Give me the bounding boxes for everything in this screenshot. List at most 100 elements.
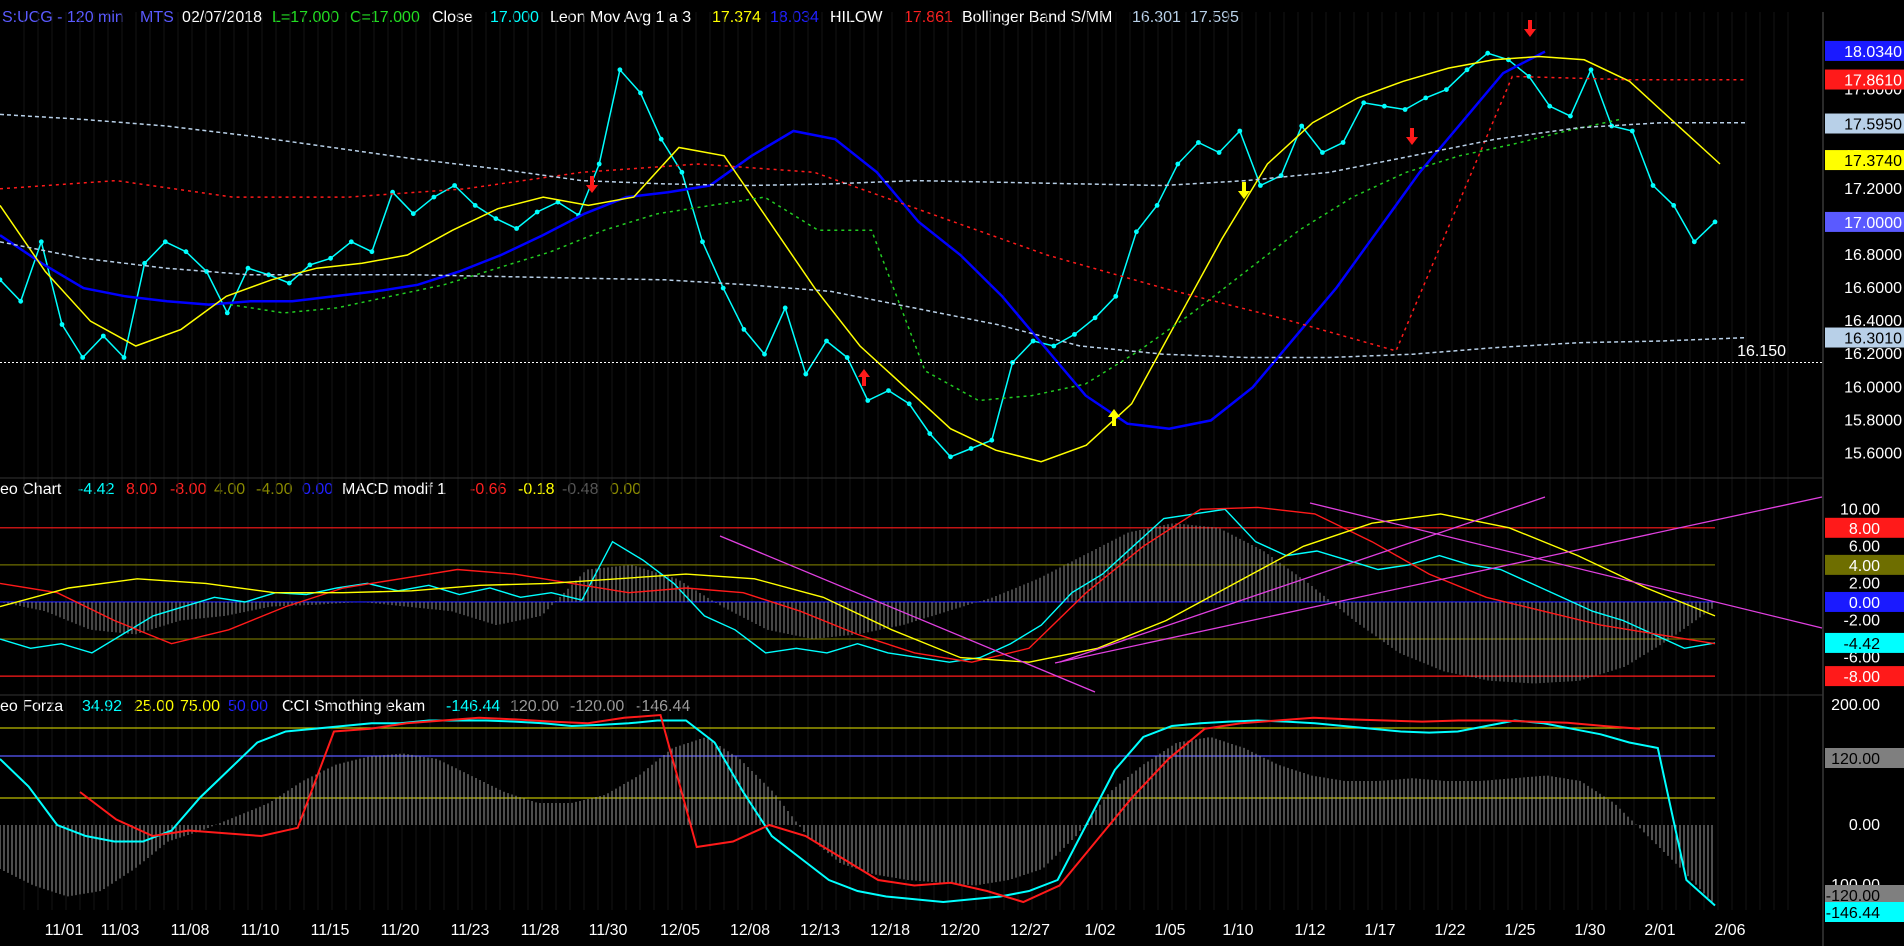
svg-text:0.00: 0.00 — [1849, 595, 1880, 612]
time-axis: 11/01 11/03 11/08 11/10 11/15 11/20 11/23 11/28… — [45, 922, 1746, 939]
cci-badge: 120.00 — [1825, 748, 1904, 768]
price-series-close — [0, 52, 1716, 458]
x-axis-label: 1/22 — [1434, 922, 1465, 939]
trendline[interactable] — [1309, 502, 1823, 629]
price-badge: 17.3740 — [1825, 150, 1904, 171]
close-point — [1216, 150, 1222, 155]
cci-tick: 0.00 — [1849, 817, 1880, 834]
close-point — [1712, 219, 1718, 225]
macd-name: MACD modif 1 — [342, 481, 446, 498]
indicator1-value-5: -4.00 — [256, 481, 293, 498]
bollinger-label: Bollinger Band S/MM — [962, 9, 1112, 26]
close-point — [1154, 203, 1160, 208]
close-point — [968, 446, 974, 451]
close-point — [1423, 95, 1429, 101]
macd-badge: -4.42 — [1825, 632, 1904, 653]
macd-scale[interactable]: 10.00 6.00 2.00 -2.00 -6.00 8.00 4.00 0.00 -4.42… — [1825, 501, 1904, 687]
close-point — [142, 260, 148, 266]
close-point — [906, 401, 912, 407]
source-label: MTS — [140, 9, 174, 26]
cci-name: CCI Smothing ekam — [282, 698, 425, 715]
mavg-value-1: 17.374 — [712, 9, 761, 26]
x-axis-label: 11/03 — [101, 922, 140, 939]
hilow-label: HILOW — [830, 9, 883, 26]
close-point — [183, 249, 189, 255]
close-point — [1526, 74, 1532, 79]
close-point — [617, 67, 623, 73]
close-point — [1237, 128, 1243, 134]
close-point — [431, 194, 437, 200]
close-point — [700, 239, 705, 245]
svg-text:16.3010: 16.3010 — [1844, 331, 1902, 348]
close-point — [658, 136, 664, 142]
close-point — [1361, 100, 1367, 106]
x-axis-label: 12/18 — [870, 922, 910, 939]
price-badge: 17.0000 — [1825, 211, 1904, 232]
svg-text:120.00: 120.00 — [1831, 751, 1880, 768]
svg-text:-120.00: -120.00 — [1826, 888, 1880, 905]
price-series-leon-mov-avg-1-a-3 — [0, 50, 1546, 430]
close-point — [1299, 123, 1305, 129]
trendline[interactable] — [1054, 496, 1823, 664]
price-tick: 15.8000 — [1844, 412, 1902, 429]
x-axis-label: 11/01 — [45, 922, 84, 939]
price-badge: 18.0340 — [1825, 40, 1904, 61]
cci-panel[interactable] — [0, 713, 1716, 907]
x-axis-label: 11/10 — [241, 922, 280, 939]
close-point — [1444, 87, 1449, 92]
close-point — [1175, 161, 1181, 167]
close-point — [307, 262, 313, 268]
close-point — [1464, 67, 1470, 73]
x-axis-label: 12/27 — [1010, 922, 1050, 939]
close-point — [18, 298, 24, 304]
svg-text:-4.42: -4.42 — [1844, 636, 1881, 653]
close-point — [245, 265, 251, 271]
close-point — [59, 322, 65, 327]
close-point — [844, 355, 850, 360]
svg-text:18.0340: 18.0340 — [1844, 44, 1902, 61]
mavg-value-2: 18.034 — [770, 9, 819, 26]
close-point — [328, 255, 333, 261]
price-tick: 16.2000 — [1844, 346, 1902, 363]
close-point — [803, 371, 809, 377]
close-point — [948, 454, 953, 460]
price-level-marker: 16.150 — [1737, 343, 1786, 360]
x-axis-label: 1/05 — [1154, 922, 1185, 939]
close-point — [1568, 113, 1573, 119]
arrow-down-marker — [1524, 20, 1536, 37]
close-point — [927, 431, 933, 436]
indicator2-value-2: 25.00 — [134, 698, 174, 715]
arrow-up-marker — [858, 369, 870, 386]
cci-scale[interactable]: 200.00100.000.00-100.00120.00-120.00-146… — [1825, 697, 1904, 922]
x-axis-label: 11/15 — [311, 922, 350, 939]
close-point — [638, 90, 643, 96]
price-tick: 16.6000 — [1844, 280, 1902, 297]
indicator1-value-4: 4.00 — [214, 481, 245, 498]
x-axis-label: 12/20 — [940, 922, 980, 939]
cci-header: eo Forza 34.92 25.00 75.00 50.00 CCI Smo… — [0, 698, 690, 715]
arrow-up-marker — [1108, 409, 1120, 426]
svg-text:-146.44: -146.44 — [1826, 905, 1880, 922]
svg-text:17.3740: 17.3740 — [1844, 153, 1902, 170]
close-point — [1402, 107, 1408, 112]
close-label: Close — [432, 9, 473, 26]
x-axis-label: 11/20 — [381, 922, 420, 939]
price-tick: 15.6000 — [1844, 445, 1902, 462]
macd-tick: -2.00 — [1844, 612, 1881, 629]
close-point — [472, 203, 478, 208]
price-panel[interactable] — [0, 20, 1823, 463]
vertical-gridlines — [23, 12, 1789, 910]
trendline[interactable] — [1059, 496, 1546, 663]
macd-tick: 10.00 — [1840, 501, 1880, 518]
price-badge: 17.5950 — [1825, 113, 1904, 134]
close-point — [1382, 103, 1387, 109]
macd-panel[interactable] — [0, 496, 1823, 693]
close-point — [286, 280, 292, 286]
x-axis-label: 1/17 — [1364, 922, 1395, 939]
price-series-hilow — [0, 75, 1745, 352]
close-point — [1547, 103, 1553, 109]
trendline[interactable] — [719, 535, 1096, 693]
x-axis-label: 1/25 — [1504, 922, 1535, 939]
price-scale[interactable]: 17.800017.600017.400017.200017.000016.80… — [1825, 40, 1904, 463]
